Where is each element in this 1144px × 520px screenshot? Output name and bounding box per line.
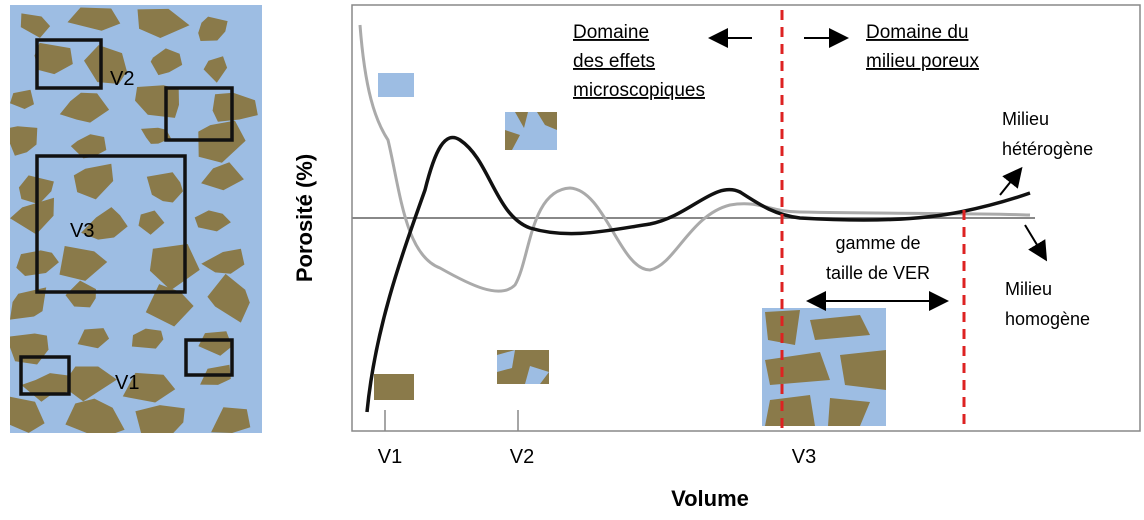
grain [77, 328, 110, 349]
grain [10, 126, 38, 156]
grain [201, 162, 244, 191]
grain [150, 48, 183, 76]
x-tick-label: V1 [378, 446, 402, 468]
box-v2 [35, 38, 103, 90]
grain [10, 197, 54, 235]
grain [73, 163, 114, 200]
thumb [378, 73, 414, 97]
annotation: Milieu [1005, 279, 1052, 299]
grain [70, 134, 107, 159]
grain [59, 92, 110, 123]
grain [137, 8, 190, 38]
domain-label: milieu poreux [866, 51, 979, 72]
box-v1 [19, 355, 71, 396]
grain [138, 210, 165, 235]
grain [10, 287, 47, 320]
grain [201, 248, 245, 274]
x-tick-label: V3 [792, 446, 816, 468]
grain [122, 372, 176, 403]
grain [211, 407, 251, 433]
grain [141, 127, 171, 144]
box-v1b [184, 338, 234, 377]
arrow [999, 166, 1023, 196]
grain [65, 398, 125, 433]
annotation: Milieu [1002, 109, 1049, 129]
grain [67, 7, 121, 31]
grain [20, 13, 51, 38]
box-v3 [35, 154, 187, 294]
x-tick-label: V2 [510, 446, 534, 468]
domain-label: Domaine [573, 22, 649, 43]
porous-medium: V2 V3 V1 [10, 5, 262, 433]
domain-label: des effets [573, 51, 655, 72]
grain [10, 89, 34, 109]
chart: Domaine des effets microscopiques Domain… [292, 4, 1141, 511]
label: V2 [110, 68, 134, 90]
ticks [384, 410, 519, 431]
arrows [708, 28, 1048, 311]
label: V1 [115, 372, 139, 394]
annotation: homogène [1005, 309, 1090, 329]
grain [146, 172, 183, 203]
grain [131, 328, 164, 349]
thumb [374, 374, 414, 400]
grain [59, 246, 108, 281]
arrow [1024, 224, 1048, 262]
grain [135, 405, 185, 433]
y-axis-label: Porosité (%) [292, 154, 317, 282]
grain [145, 284, 194, 327]
heterogeneous-curve [365, 135, 1031, 413]
grain [34, 42, 73, 75]
grain [65, 280, 96, 308]
grain [198, 16, 228, 41]
thumbnails [374, 73, 886, 426]
annotation: taille de VER [826, 263, 930, 283]
grain [203, 56, 228, 83]
grain [135, 85, 179, 118]
grain [212, 92, 258, 122]
grain [198, 331, 233, 356]
label: V3 [70, 220, 94, 242]
annotation: gamme de [835, 233, 920, 253]
grain [149, 244, 200, 291]
grain [81, 207, 128, 240]
sample-boxes [19, 38, 234, 396]
domain-label: microscopiques [573, 80, 705, 101]
grain [207, 273, 250, 323]
grain [84, 45, 127, 84]
grain [194, 210, 231, 232]
domain-label: Domaine du [866, 22, 968, 43]
homogeneous-curve [358, 24, 1031, 293]
x-axis-label: Volume [671, 486, 749, 511]
box-v2b [164, 86, 234, 142]
grain [62, 366, 117, 402]
grain [10, 396, 45, 433]
grains [10, 7, 258, 433]
annotation: hétérogène [1002, 139, 1093, 159]
